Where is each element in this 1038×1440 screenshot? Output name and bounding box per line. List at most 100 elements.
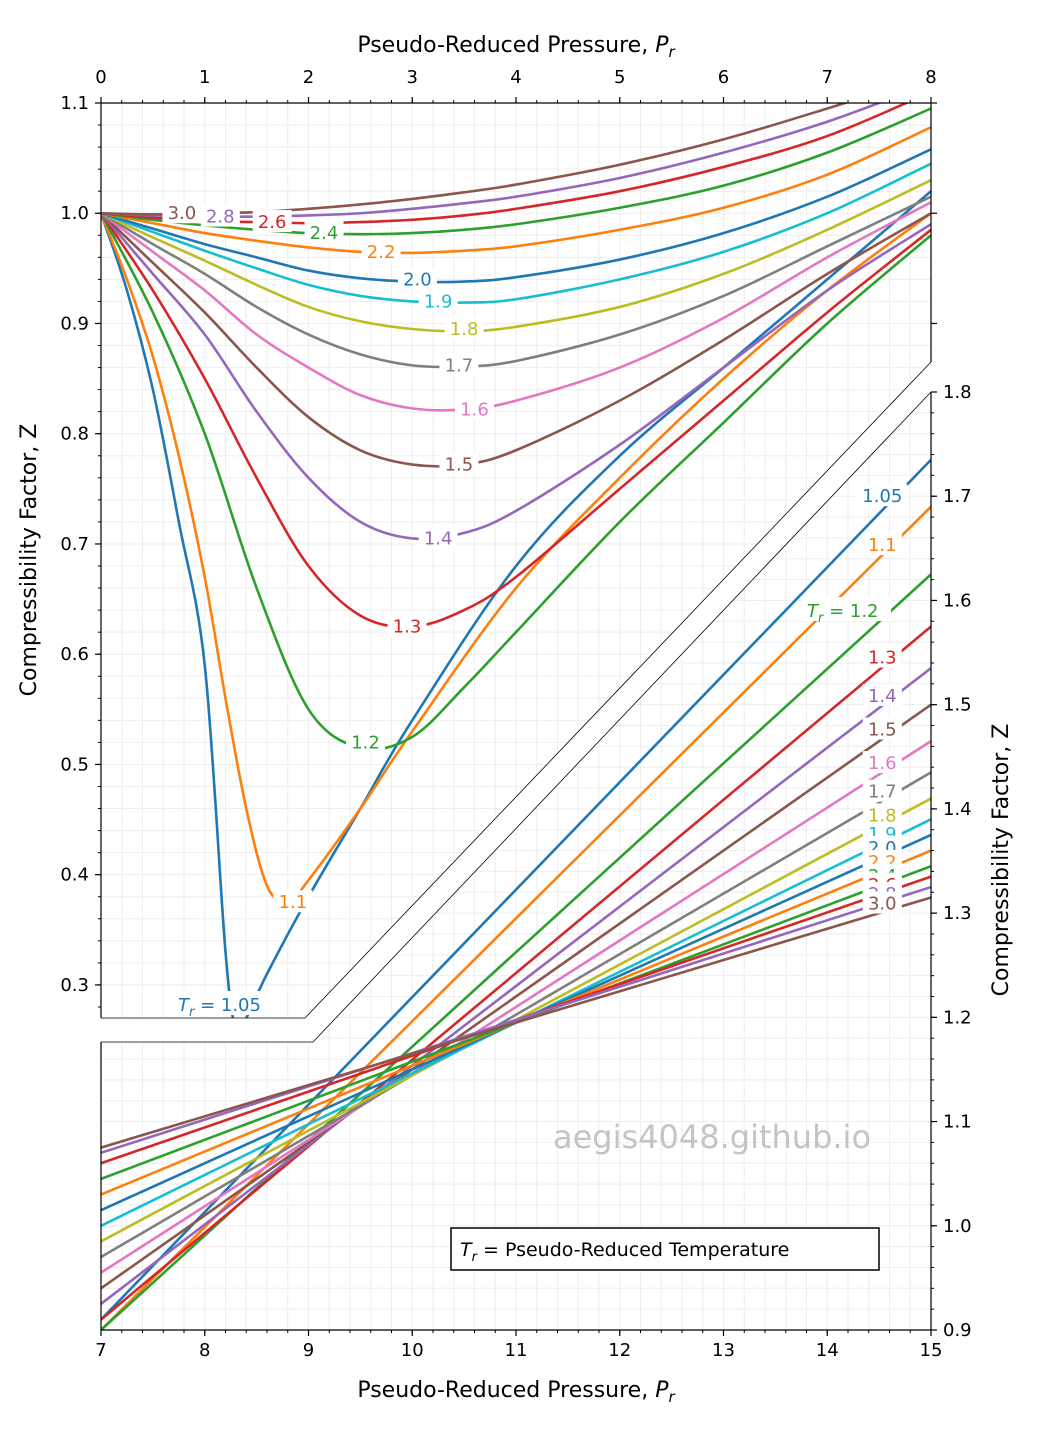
upper-y-tick-label: 1.1	[60, 93, 89, 114]
upper-curve-label-tr-2-8: 2.8	[206, 207, 235, 228]
lower-x-tick-label: 13	[712, 1340, 735, 1361]
curve-label-bg	[444, 316, 484, 339]
upper-x-tick-label: 5	[614, 67, 625, 88]
upper-curve-label-tr-2-4: 2.4	[310, 223, 339, 244]
upper-y-tick-label: 1.0	[60, 203, 89, 224]
lower-series-line-tr-1-7	[101, 771, 931, 1259]
lower-y-tick-label: 1.6	[943, 590, 972, 611]
lower-y-tick-label: 1.1	[943, 1112, 972, 1133]
upper-y-tick-label: 0.5	[60, 754, 89, 775]
upper-series-line-tr-1-5	[101, 212, 931, 468]
upper-x-tick-label: 0	[95, 67, 106, 88]
upper-y-tick-label: 0.4	[60, 865, 89, 886]
lower-x-tick-label: 15	[920, 1340, 943, 1361]
lower-series-line-tr-3-0	[101, 896, 931, 1149]
lower-curve-label-tr-1-05: 1.05	[862, 486, 902, 507]
upper-x-tick-label: 6	[718, 67, 729, 88]
curve-label-bg	[162, 201, 202, 224]
lower-curve-label-tr-1-5: 1.5	[868, 719, 897, 740]
lower-x-axis-title: Pseudo-Reduced Pressure, Pr	[357, 1378, 675, 1406]
lower-y-tick-label: 1.8	[943, 382, 972, 403]
upper-curve-label-tr-1-9: 1.9	[424, 291, 453, 312]
lower-x-tick-label: 9	[303, 1340, 314, 1361]
upper-series-line-tr-1-05	[101, 190, 931, 1018]
upper-ticks: 0 1 2 3 4 5 6 7 8 0.3 0.4 0.5 0.6 0.7 0.8 0.9 1.0 1.1	[60, 67, 937, 1008]
lower-curve-label-bg	[862, 779, 902, 802]
lower-y-tick-label: 1.3	[943, 903, 972, 924]
legend-box: Tr = Pseudo-Reduced Temperature	[450, 1227, 880, 1271]
lower-curve-label-bg	[862, 645, 902, 668]
lower-curve-label-tr-1-7: 1.7	[868, 782, 897, 803]
curve-label-bg	[439, 452, 479, 475]
lower-curve-label-tr-1-4: 1.4	[868, 686, 897, 707]
upper-series-line-tr-2-0	[101, 148, 931, 284]
upper-x-tick-label: 8	[925, 67, 936, 88]
lower-curve-label-bg	[857, 484, 908, 507]
upper-y-tick-label: 0.9	[60, 313, 89, 334]
tr-12-annotation: Tr = 1.2	[803, 597, 891, 626]
upper-curve-label-tr-1-4: 1.4	[424, 528, 453, 549]
curve-label-bg	[397, 267, 437, 290]
tr-105-label: Tr = 1.05	[178, 995, 261, 1020]
lower-y-tick-label: 1.7	[943, 486, 972, 507]
curve-label-bg	[418, 289, 458, 312]
lower-curve-label-tr-1-3: 1.3	[868, 647, 897, 668]
lower-y-tick-label: 1.0	[943, 1216, 972, 1237]
upper-series-line-tr-1-6	[101, 201, 931, 412]
lower-y-tick-label: 0.9	[943, 1320, 972, 1341]
upper-panel-break-line	[101, 361, 932, 1019]
curve-label-bg	[273, 890, 313, 913]
curve-label-bg	[252, 210, 292, 233]
curve-label-bg	[361, 239, 401, 262]
lower-y-axis-title: Compressibility Factor, Z	[989, 724, 1014, 997]
upper-y-tick-label: 0.7	[60, 534, 89, 555]
upper-curve-label-tr-1-2: 1.2	[351, 732, 380, 753]
curve-label-bg	[387, 614, 427, 637]
upper-y-tick-label: 0.3	[60, 975, 89, 996]
upper-x-axis-title: Pseudo-Reduced Pressure, Pr	[357, 33, 675, 61]
lower-curve-label-bg	[862, 751, 902, 774]
upper-x-tick-label: 4	[510, 67, 521, 88]
lower-x-tick-label: 7	[95, 1340, 106, 1361]
lower-curve-labels: 1.051.11.31.41.51.61.71.81.92.02.22.42.6…	[857, 484, 908, 915]
upper-curve-label-tr-1-3: 1.3	[393, 617, 422, 638]
lower-y-tick-label: 1.4	[943, 799, 972, 820]
lower-curve-label-bg	[862, 803, 902, 826]
upper-y-axis-title: Compressibility Factor, Z	[17, 424, 42, 697]
lower-series-line-tr-1-5	[101, 703, 931, 1290]
lower-curve-label-tr-1-6: 1.6	[868, 753, 897, 774]
axis-break-lines	[101, 361, 932, 1043]
tr-105-annotation: Tr = 1.05	[172, 991, 280, 1020]
upper-curve-label-tr-2-6: 2.6	[258, 212, 287, 233]
lower-curve-label-tr-1-8: 1.8	[868, 805, 897, 826]
lower-x-tick-label: 10	[401, 1340, 424, 1361]
upper-curve-label-tr-1-7: 1.7	[445, 355, 474, 376]
upper-curve-labels: 1.1 1.2 1.3 1.4 1.5 1.6 1.7 1.8 1.92.0 2.2 2.4 2.6 2…	[162, 201, 494, 913]
curve-label-bg	[439, 353, 479, 376]
lower-panel-break-line	[101, 391, 932, 1043]
upper-curve-label-tr-1-6: 1.6	[460, 399, 489, 420]
legend-box-text: Tr = Pseudo-Reduced Temperature	[460, 1239, 789, 1265]
lower-x-tick-label: 14	[816, 1340, 839, 1361]
lower-y-tick-label: 1.5	[943, 695, 972, 716]
upper-series-line-tr-2-2	[101, 126, 931, 255]
tr-12-label: Tr = 1.2	[807, 601, 879, 626]
upper-x-tick-label: 1	[199, 67, 210, 88]
upper-y-tick-label: 0.6	[60, 644, 89, 665]
upper-curve-label-tr-1-1: 1.1	[279, 892, 308, 913]
lower-series-line-tr-1-3	[101, 625, 931, 1321]
curve-label-bg	[418, 526, 458, 549]
upper-x-tick-label: 3	[407, 67, 418, 88]
upper-curve-label-tr-1-5: 1.5	[445, 455, 474, 476]
lower-series-line-tr-1-4	[101, 667, 931, 1305]
lower-x-tick-label: 12	[608, 1340, 631, 1361]
lower-curve-label-bg	[862, 683, 902, 706]
lower-x-tick-label: 11	[505, 1340, 528, 1361]
curve-label-bg	[304, 221, 344, 244]
upper-curve-label-tr-2-0: 2.0	[403, 269, 432, 290]
lower-curve-label-bg	[862, 717, 902, 740]
lower-series-line-tr-1-6	[101, 740, 931, 1274]
lower-ticks: 7 8 9 10 11 12 13 14 150.9 1.0 1.1 1.2 1.3 1.4 1.5 1.6 1…	[95, 382, 971, 1361]
upper-curve-label-tr-2-2: 2.2	[367, 242, 396, 263]
lower-y-tick-label: 1.2	[943, 1007, 972, 1028]
